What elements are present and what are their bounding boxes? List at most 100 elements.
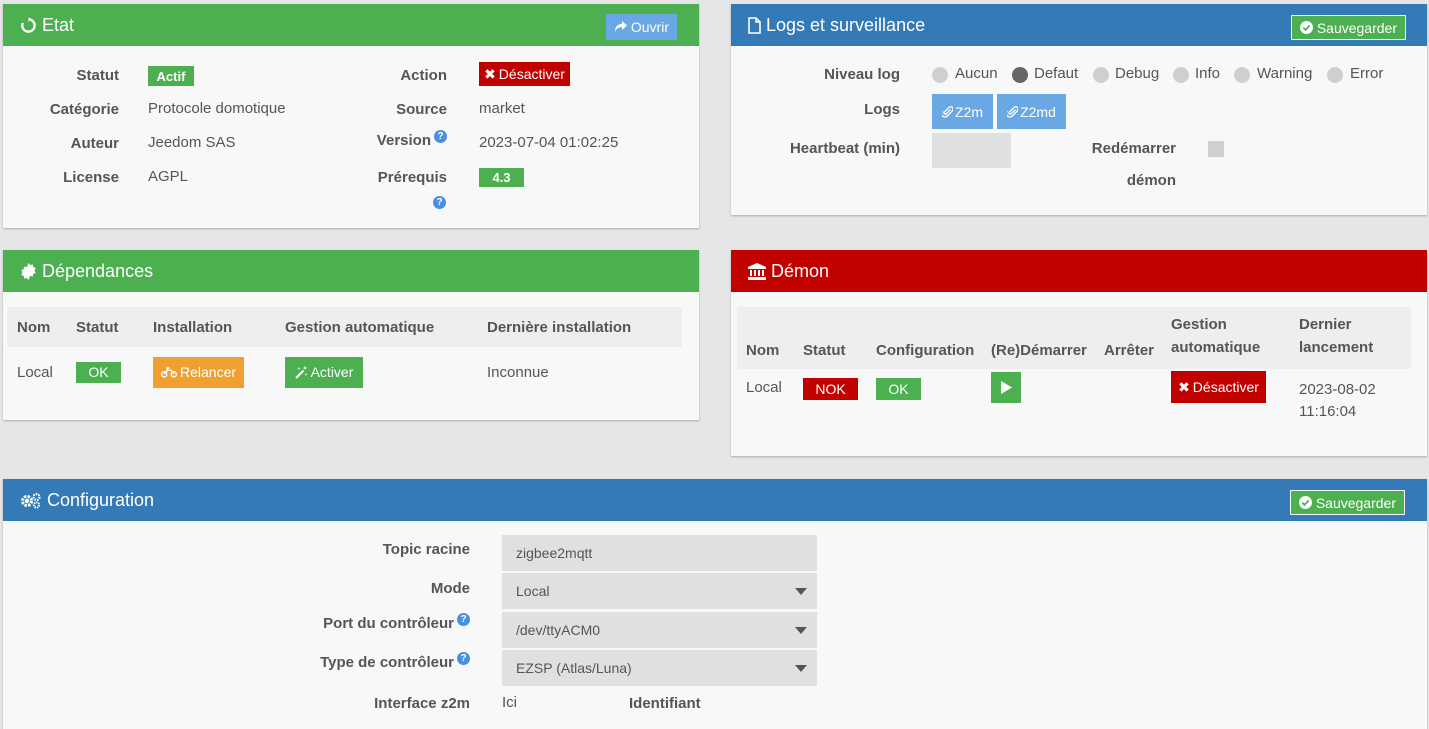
demon-config-badge: OK <box>876 378 921 400</box>
license-value: AGPL <box>148 168 189 185</box>
refresh-icon <box>20 16 37 34</box>
activer-button[interactable]: Activer <box>285 356 363 388</box>
radio-aucun[interactable] <box>932 67 948 83</box>
chevron-down-icon <box>795 588 807 595</box>
config-save-button[interactable]: Sauvegarder <box>1289 490 1405 515</box>
restart-label-1: Redémarrer <box>1091 140 1176 157</box>
level-debug-label: Debug <box>1115 65 1160 82</box>
question-circle-icon[interactable]: ? <box>457 613 470 626</box>
demon-arreter-cell <box>1103 369 1170 433</box>
relancer-label: Relancer <box>179 364 237 380</box>
level-aucun-label: Aucun <box>955 65 998 82</box>
mode-label: Mode <box>430 580 470 597</box>
logs-title: Logs et surveillance <box>766 14 926 35</box>
topic-input[interactable]: zigbee2mqtt <box>502 535 817 571</box>
table-row: Local NOK OK ✖ Désactiver 2023-08-02 11:… <box>737 369 1411 433</box>
prerequis-label: Prérequis <box>377 169 447 186</box>
level-info-label: Info <box>1195 65 1221 82</box>
certificate-icon <box>20 262 37 280</box>
col-configuration: Configuration <box>876 342 975 359</box>
version-label: Version <box>376 132 431 149</box>
demon-date: 2023-08-02 <box>1299 381 1376 398</box>
col-statut: Statut <box>76 318 119 336</box>
col-statut: Statut <box>803 342 846 359</box>
topic-label: Topic racine <box>382 541 470 558</box>
port-label: Port du contrôleur <box>323 615 454 632</box>
dependances-title: Dépendances <box>42 260 154 281</box>
mode-select[interactable]: Local <box>502 573 817 609</box>
col-gestion: Gestion automatique <box>285 318 435 336</box>
col-redemarrer: (Re)Démarrer <box>991 342 1087 359</box>
question-circle-icon[interactable]: ? <box>433 196 446 209</box>
type-select[interactable]: EZSP (Atlas/Luna) <box>502 650 817 686</box>
level-defaut-label: Defaut <box>1034 65 1079 82</box>
logs-label: Logs <box>864 101 900 118</box>
desactiver-label: Désactiver <box>498 66 565 82</box>
chevron-down-icon <box>795 665 807 672</box>
desactiver-button[interactable]: ✖ Désactiver <box>479 62 570 86</box>
times-icon: ✖ <box>484 65 496 82</box>
activer-label: Activer <box>310 364 354 380</box>
source-value: market <box>479 100 525 117</box>
radio-info[interactable] <box>1173 67 1189 83</box>
table-header-row: Nom Statut Installation Gestion automati… <box>7 307 682 347</box>
university-icon <box>748 262 766 280</box>
chevron-down-icon <box>795 627 807 634</box>
col-derniere: Dernière installation <box>487 318 632 336</box>
version-label-wrap: Version? <box>377 130 447 149</box>
logs-header: Logs et surveillance Sauvegarder <box>731 4 1427 46</box>
heartbeat-input[interactable] <box>932 133 1011 168</box>
log-z2md-label: Z2md <box>1020 103 1056 120</box>
times-icon: ✖ <box>1178 378 1190 395</box>
check-circle-icon <box>1298 496 1312 509</box>
level-warning-label: Warning <box>1257 65 1313 82</box>
prerequis-badge: 4.3 <box>479 168 524 187</box>
type-label: Type de contrôleur <box>320 654 454 671</box>
logs-save-label: Sauvegarder <box>1316 19 1397 36</box>
categorie-value: Protocole domotique <box>148 100 286 117</box>
cogs-icon <box>20 492 42 509</box>
demon-table-bg <box>737 307 1411 433</box>
radio-error[interactable] <box>1327 67 1343 83</box>
port-value: /dev/ttyACM0 <box>516 622 601 638</box>
share-icon <box>614 21 627 33</box>
log-z2md-button[interactable]: Z2md <box>997 94 1066 129</box>
identifiant-label: Identifiant <box>629 695 701 712</box>
radio-warning[interactable] <box>1234 67 1250 83</box>
table-row: Local OK Relancer Activer Inconnue <box>7 347 682 397</box>
relancer-button[interactable]: Relancer <box>153 356 244 388</box>
table-header-row: Nom Statut Configuration (Re)Démarrer Ar… <box>737 307 1411 369</box>
radio-debug[interactable] <box>1093 67 1109 83</box>
restart-checkbox[interactable] <box>1208 141 1224 157</box>
demon-panel: Démon Nom Statut Configuration (Re)Démar… <box>731 250 1427 456</box>
log-z2m-label: Z2m <box>955 103 983 120</box>
source-label: Source <box>396 101 447 118</box>
start-button[interactable] <box>991 372 1021 403</box>
play-icon <box>1000 381 1012 394</box>
log-z2m-button[interactable]: Z2m <box>932 94 993 129</box>
open-button[interactable]: Ouvrir <box>605 14 677 40</box>
logs-save-button[interactable]: Sauvegarder <box>1290 15 1406 40</box>
demon-desactiver-button[interactable]: ✖ Désactiver <box>1171 371 1266 403</box>
question-circle-icon[interactable]: ? <box>434 130 447 143</box>
check-circle-icon <box>1299 21 1313 34</box>
dep-nom: Local <box>17 363 53 381</box>
niveau-log-label: Niveau log <box>824 66 900 83</box>
col-arreter: Arrêter <box>1104 342 1155 359</box>
demon-time: 11:16:04 <box>1299 403 1357 420</box>
port-select[interactable]: /dev/ttyACM0 <box>502 612 817 648</box>
radio-defaut[interactable] <box>1012 67 1028 83</box>
col-nom: Nom <box>746 342 780 359</box>
version-value: 2023-07-04 01:02:25 <box>479 134 619 151</box>
etat-header: Etat Ouvrir <box>3 4 699 46</box>
demon-header: Démon <box>731 250 1427 292</box>
interface-value: Ici <box>502 694 517 711</box>
config-save-label: Sauvegarder <box>1315 494 1396 511</box>
configuration-panel: Configuration Sauvegarder Topic racine z… <box>3 479 1427 729</box>
question-circle-icon[interactable]: ? <box>457 652 470 665</box>
type-label-wrap: Type de contrôleur? <box>320 652 470 671</box>
paperclip-icon <box>942 105 953 118</box>
motorcycle-icon <box>160 366 177 378</box>
dependances-table: Nom Statut Installation Gestion automati… <box>7 307 682 397</box>
port-label-wrap: Port du contrôleur? <box>323 613 470 632</box>
